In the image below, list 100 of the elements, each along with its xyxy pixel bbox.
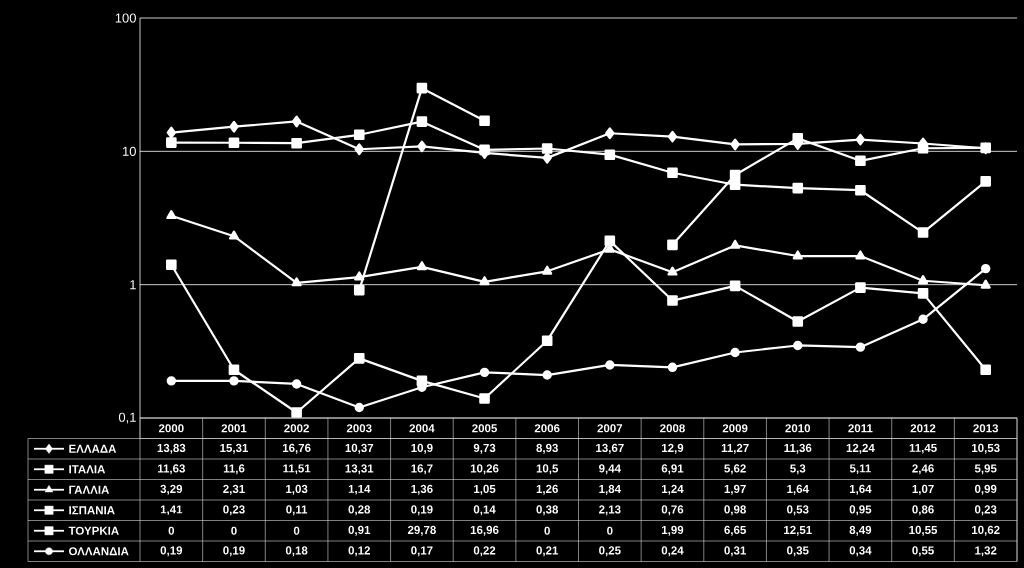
data-label: 9,73 [473, 443, 496, 454]
data-label: 13,31 [345, 464, 374, 475]
data-label: 5,95 [974, 464, 997, 475]
x-tick-label: 2004 [409, 424, 435, 433]
data-label: 0,11 [286, 505, 308, 516]
x-tick-label: 2013 [973, 424, 999, 433]
data-label: 0,14 [473, 505, 496, 516]
data-label: 0,19 [411, 505, 433, 516]
data-label: 11,63 [157, 464, 185, 475]
data-label: 0,21 [536, 546, 559, 557]
data-label: 16,96 [470, 525, 499, 536]
data-label: 1,64 [849, 484, 872, 495]
legend-label: ΓΑΛΛΙΑ [69, 485, 110, 494]
data-label: 16,76 [282, 443, 311, 454]
text: 0 [607, 526, 613, 535]
x-tick-label: 2010 [785, 424, 811, 433]
legend-label: ΙΤΑΛΙΑ [69, 465, 106, 474]
data-label: 10,37 [345, 443, 374, 454]
x-tick-label: 2001 [221, 424, 247, 433]
x-tick-label: 2003 [346, 424, 372, 433]
legend-label: ΙΣΠΑΝΙΑ [69, 506, 115, 515]
data-label: 0,86 [912, 505, 934, 516]
data-label: 5,62 [724, 464, 746, 475]
data-label: 10,62 [972, 525, 1000, 536]
data-label: 0,28 [348, 505, 371, 516]
data-label: 13,67 [596, 443, 624, 454]
data-label: 1,24 [662, 484, 684, 495]
data-label: 1,64 [787, 484, 809, 495]
data-label: 1,36 [411, 484, 433, 495]
data-label: 8,93 [536, 443, 558, 454]
data-label: 1,14 [348, 484, 371, 495]
data-label: 2,13 [599, 505, 621, 516]
data-label: 1,07 [912, 484, 934, 495]
data-label: 0,35 [787, 546, 809, 557]
data-label: 9,44 [599, 464, 621, 475]
y-tick-label: 1 [130, 280, 136, 290]
data-label: 1,26 [536, 484, 558, 495]
data-label: 12,9 [662, 443, 684, 454]
x-tick-label: 2009 [722, 424, 748, 433]
x-tick-label: 2008 [660, 424, 685, 433]
data-label: 11,51 [283, 464, 311, 475]
data-label: 8,49 [849, 525, 872, 536]
y-tick-label: 100 [115, 13, 136, 23]
data-label: 0,17 [411, 546, 433, 557]
text: 0 [231, 526, 237, 535]
data-label: 15,31 [220, 443, 249, 454]
data-label: 0,25 [599, 546, 621, 557]
data-label: 0,18 [285, 546, 308, 557]
data-label: 10,53 [972, 443, 1000, 454]
data-label: 11,27 [721, 443, 749, 454]
data-label: 1,03 [286, 484, 308, 495]
data-label: 1,84 [599, 484, 621, 495]
data-label: 10,55 [909, 525, 938, 536]
data-label: 2,46 [912, 464, 934, 475]
data-label: 3,29 [160, 484, 183, 495]
data-label: 1,05 [474, 484, 496, 495]
data-label: 0,95 [849, 505, 872, 516]
data-label: 0,23 [223, 505, 245, 516]
legend-label: ΤΟΥΡΚΙΑ [68, 526, 119, 535]
data-label: 0,19 [223, 546, 245, 557]
data-label: 11,6 [223, 464, 245, 475]
x-tick-label: 2006 [534, 424, 560, 433]
data-label: 0,53 [787, 505, 809, 516]
x-tick-label: 2005 [472, 424, 497, 433]
data-label: 11,36 [784, 443, 812, 454]
text: 0 [544, 526, 550, 535]
data-label: 0,19 [160, 546, 183, 557]
data-label: 0,91 [348, 525, 371, 536]
legend-label: ΟΛΛΑΝΔΙΑ [69, 547, 129, 556]
data-label: 1,32 [975, 546, 997, 557]
x-tick-label: 2011 [848, 424, 873, 433]
data-label: 0,76 [661, 505, 684, 516]
data-label: 0,34 [849, 546, 872, 557]
data-label: 5,3 [790, 464, 806, 475]
data-label: 0,22 [473, 546, 496, 557]
data-label: 11,45 [909, 443, 937, 454]
x-tick-label: 2012 [910, 424, 936, 433]
data-label: 10,26 [470, 464, 499, 475]
data-label: 6,91 [661, 464, 684, 475]
data-label: 12,51 [784, 525, 812, 536]
data-label: 16,7 [411, 464, 433, 475]
data-label: 1,41 [160, 505, 183, 516]
data-label: 0,55 [912, 546, 934, 557]
y-tick-label: 0,1 [118, 412, 136, 424]
data-label: 29,78 [407, 525, 436, 536]
data-label: 0,23 [974, 505, 997, 516]
data-label: 1,99 [662, 525, 684, 536]
legend-label: ΕΛΛΑΔΑ [69, 444, 117, 453]
data-label: 6,65 [724, 525, 746, 536]
data-label: 5,11 [849, 464, 871, 475]
data-label: 10,5 [536, 464, 559, 475]
data-label: 13,83 [157, 443, 186, 454]
text: 0 [293, 526, 300, 535]
y-tick-label: 10 [123, 146, 136, 156]
x-tick-label: 2000 [158, 424, 184, 433]
x-tick-label: 2007 [597, 424, 623, 433]
data-label: 0,99 [974, 484, 997, 495]
data-label: 0,12 [348, 546, 370, 557]
data-label: 12,24 [846, 443, 875, 454]
data-label: 0,24 [661, 546, 684, 557]
